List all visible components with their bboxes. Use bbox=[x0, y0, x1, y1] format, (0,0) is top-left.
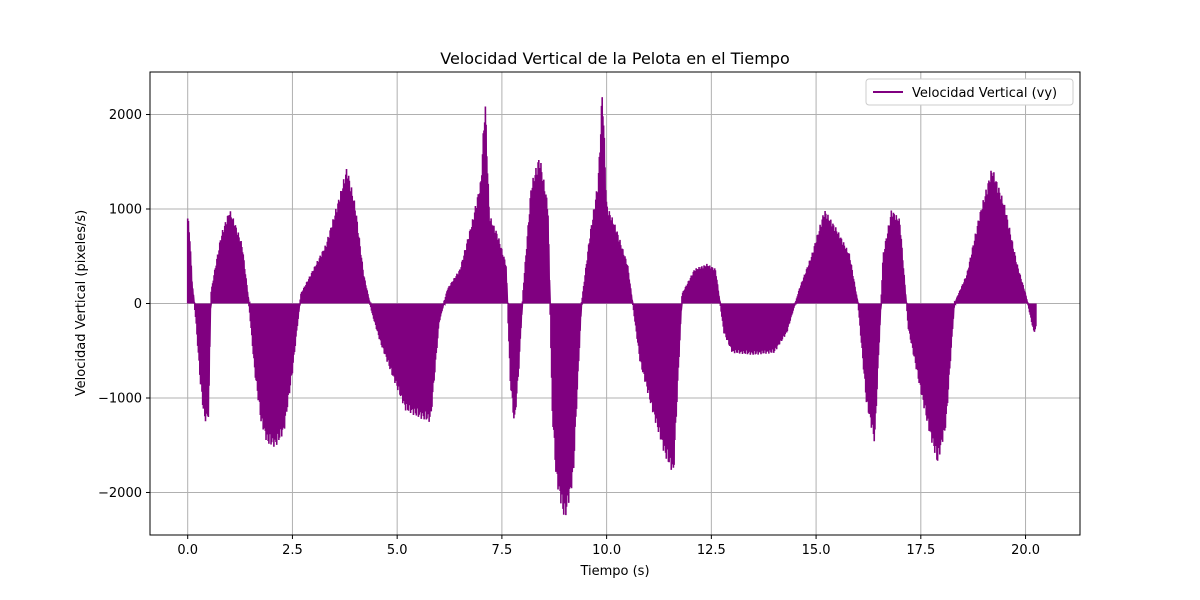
y-tick-label: 2000 bbox=[109, 108, 142, 123]
x-tick-label: 12.5 bbox=[697, 543, 726, 558]
y-axis-label: Velocidad Vertical (pixeles/s) bbox=[74, 210, 89, 396]
legend-label: Velocidad Vertical (vy) bbox=[912, 86, 1057, 101]
series-line-vy bbox=[186, 97, 1037, 516]
legend: Velocidad Vertical (vy) bbox=[865, 78, 1074, 106]
y-tick-label: −2000 bbox=[98, 486, 142, 501]
x-tick-label: 17.5 bbox=[906, 543, 935, 558]
legend-box bbox=[865, 78, 1074, 106]
chart-title: Velocidad Vertical de la Pelota en el Ti… bbox=[440, 49, 790, 68]
x-axis: 0.0 2.5 5.0 7.5 10.0 12.5 15.0 17.5 20.0 bbox=[177, 535, 1040, 558]
y-axis: −2000 −1000 0 1000 2000 bbox=[98, 108, 150, 501]
y-tick-label: 1000 bbox=[109, 203, 142, 218]
plot-area bbox=[186, 97, 1037, 516]
x-tick-label: 20.0 bbox=[1011, 543, 1040, 558]
x-tick-label: 0.0 bbox=[177, 543, 198, 558]
x-tick-label: 15.0 bbox=[802, 543, 831, 558]
y-tick-label: −1000 bbox=[98, 391, 142, 406]
x-tick-label: 10.0 bbox=[592, 543, 621, 558]
x-tick-label: 7.5 bbox=[492, 543, 513, 558]
y-tick-label: 0 bbox=[134, 297, 142, 312]
x-axis-label: Tiempo (s) bbox=[579, 564, 649, 579]
x-tick-label: 2.5 bbox=[282, 543, 303, 558]
x-tick-label: 5.0 bbox=[387, 543, 408, 558]
